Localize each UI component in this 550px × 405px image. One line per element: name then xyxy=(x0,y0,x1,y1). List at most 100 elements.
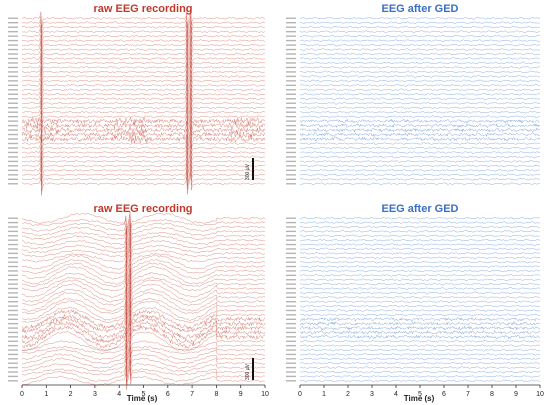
eeg-channel-trace xyxy=(21,275,266,299)
eeg-channel-trace xyxy=(299,142,541,145)
eeg-traces xyxy=(286,16,541,186)
x-tick-label: 9 xyxy=(514,391,518,398)
panel-title: EEG after GED xyxy=(381,203,458,215)
eeg-channel-trace xyxy=(21,322,266,349)
eeg-channel-trace xyxy=(299,344,541,347)
x-axis-label: Time (s) xyxy=(127,394,158,403)
eeg-channel-trace xyxy=(299,234,541,238)
eeg-channel-trace xyxy=(21,105,266,128)
eeg-channel-trace xyxy=(299,379,541,383)
eeg-channel-trace xyxy=(21,48,266,70)
panel-title: raw EEG recording xyxy=(93,203,192,215)
eeg-channel-trace xyxy=(21,42,266,66)
eeg-channel-trace xyxy=(299,216,541,220)
x-tick-label: 4 xyxy=(394,391,398,398)
panel-ged-top: EEG after GED xyxy=(286,3,541,186)
eeg-channel-trace xyxy=(299,274,541,277)
eeg-channel-trace xyxy=(21,30,266,52)
x-tick-label: 10 xyxy=(536,391,544,398)
eeg-channel-trace xyxy=(21,109,266,133)
eeg-channel-trace xyxy=(299,155,541,159)
eeg-channel-trace xyxy=(299,160,541,163)
x-tick-label: 3 xyxy=(93,391,97,398)
eeg-channel-trace xyxy=(21,84,266,105)
eeg-channel-trace xyxy=(21,243,266,267)
eeg-channel-trace xyxy=(21,132,266,155)
eeg-channel-trace xyxy=(21,327,266,352)
eeg-channel-trace xyxy=(299,21,541,24)
x-tick-label: 1 xyxy=(44,391,48,398)
eeg-channel-trace xyxy=(21,282,266,307)
eeg-channel-trace xyxy=(299,357,541,361)
eeg-channel-trace xyxy=(21,310,266,335)
eeg-channel-trace xyxy=(21,338,266,361)
scale-bar: 300 µV xyxy=(245,158,254,180)
x-tick-label: 10 xyxy=(261,391,269,398)
x-tick-label: 5 xyxy=(418,391,422,398)
eeg-channel-trace xyxy=(299,39,541,42)
x-tick-label: 0 xyxy=(298,391,302,398)
eeg-channel-trace xyxy=(21,340,266,364)
eeg-channel-trace xyxy=(21,305,265,330)
eeg-channel-trace xyxy=(21,298,266,323)
scale-bar-label: 300 µV xyxy=(245,363,251,380)
x-tick-label: 7 xyxy=(190,391,194,398)
eeg-channel-trace xyxy=(21,61,266,84)
x-axis-label: Time (s) xyxy=(404,394,435,403)
scale-bar: 300 µV xyxy=(245,358,254,380)
x-tick-label: 7 xyxy=(466,391,470,398)
eeg-channel-trace xyxy=(21,163,266,186)
eeg-channel-trace xyxy=(299,43,541,47)
eeg-channel-trace xyxy=(299,309,541,312)
eeg-channel-trace xyxy=(21,348,266,373)
eeg-channel-trace xyxy=(21,141,266,164)
eeg-channel-trace xyxy=(299,329,541,335)
x-tick-label: 0 xyxy=(20,391,24,398)
eeg-channel-trace xyxy=(299,221,541,224)
eeg-channel-trace xyxy=(21,248,266,272)
eeg-channel-trace xyxy=(299,61,541,65)
eeg-channel-trace xyxy=(299,256,541,259)
eeg-channel-trace xyxy=(299,70,541,74)
eeg-channel-trace xyxy=(299,93,541,96)
eeg-channel-trace xyxy=(21,51,266,74)
eeg-channel-trace xyxy=(299,136,541,142)
eeg-channel-trace xyxy=(299,132,541,138)
eeg-channel-trace xyxy=(299,30,541,33)
eeg-channel-trace xyxy=(299,353,541,356)
eeg-channel-trace xyxy=(21,254,266,277)
panel-raw-bottom: raw EEG recording 300 µV 0 1 2 3 4 5 6 7 8 9 10 Ti… xyxy=(8,203,269,403)
eeg-channel-trace xyxy=(299,57,541,60)
eeg-channel-trace xyxy=(299,243,541,246)
panel-ged-bottom: EEG after GED 0 1 2 3 4 5 6 7 8 9 10 Time (s) xyxy=(286,203,544,403)
panel-title: raw EEG recording xyxy=(93,3,192,15)
x-tick-label: 4 xyxy=(117,391,121,398)
eeg-channel-trace xyxy=(299,225,541,229)
eeg-channel-trace xyxy=(21,231,266,255)
eeg-channel-trace xyxy=(299,118,541,124)
x-tick-label: 2 xyxy=(69,391,73,398)
eeg-channel-trace xyxy=(21,295,266,319)
eeg-channel-trace xyxy=(21,13,266,34)
eeg-channel-trace xyxy=(21,358,266,382)
eeg-channel-trace xyxy=(299,48,541,51)
eeg-channel-trace xyxy=(21,354,266,377)
eeg-channel-trace xyxy=(21,287,266,311)
eeg-channel-trace xyxy=(21,223,266,246)
scale-bar-label: 300 µV xyxy=(245,163,251,180)
eeg-channel-trace xyxy=(21,96,266,120)
eeg-channel-trace xyxy=(299,366,541,369)
eeg-channel-trace xyxy=(21,123,266,146)
eeg-channel-trace xyxy=(21,211,266,233)
eeg-channel-trace xyxy=(299,370,541,374)
eeg-channel-trace xyxy=(21,65,266,88)
eeg-channel-trace xyxy=(21,16,266,38)
eeg-channel-trace xyxy=(299,317,541,322)
eeg-channel-trace xyxy=(299,348,541,352)
eeg-channel-trace xyxy=(21,303,266,326)
eeg-channel-trace xyxy=(299,115,541,119)
eeg-channel-trace xyxy=(299,238,541,242)
eeg-channel-trace xyxy=(21,168,266,192)
eeg-channel-trace xyxy=(299,282,541,286)
x-tick-label: 9 xyxy=(239,391,243,398)
